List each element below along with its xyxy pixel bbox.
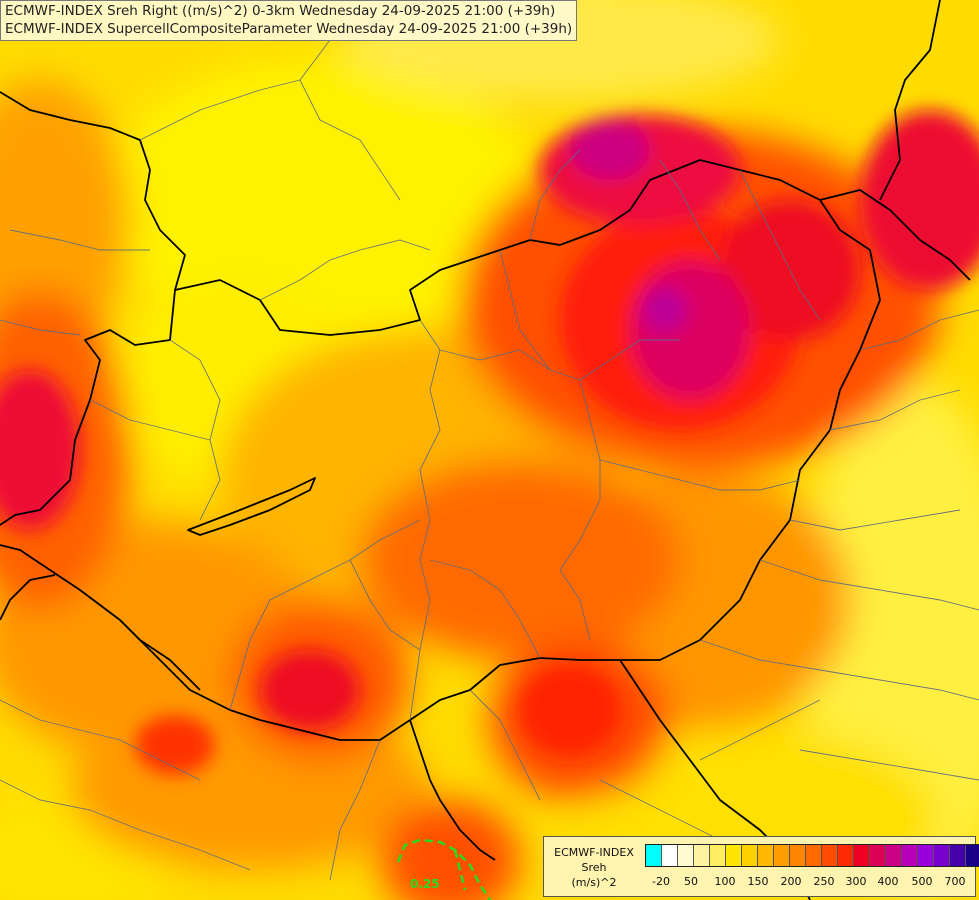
legend-swatches: [645, 844, 979, 867]
legend-swatch: [950, 845, 966, 866]
legend-swatch: [790, 845, 806, 866]
legend-swatch: [966, 845, 979, 866]
legend-model: ECMWF-INDEX: [554, 846, 634, 859]
legend-swatch: [902, 845, 918, 866]
map-title-sreh: ECMWF-INDEX Sreh Right ((m/s)^2) 0-3km W…: [5, 3, 556, 19]
legend-swatch: [934, 845, 950, 866]
legend-swatch: [710, 845, 726, 866]
legend-swatch: [758, 845, 774, 866]
legend-tick-label: 300: [845, 875, 867, 888]
legend-swatch: [886, 845, 902, 866]
legend-swatch: [726, 845, 742, 866]
legend-swatch: [742, 845, 758, 866]
legend-tick-label: 400: [877, 875, 899, 888]
legend-swatch: [646, 845, 662, 866]
legend-ticks: -20 50 100 150 200 250 300 400 500 700: [645, 875, 975, 889]
legend-swatch: [838, 845, 854, 866]
legend-swatch: [662, 845, 678, 866]
legend-unit: (m/s)^2: [571, 876, 617, 889]
legend-tick-label: 200: [780, 875, 802, 888]
legend-swatch: [678, 845, 694, 866]
legend-tick-label: 100: [714, 875, 736, 888]
map-title-box: ECMWF-INDEX Sreh Right ((m/s)^2) 0-3km W…: [0, 0, 578, 41]
legend-parameter: Sreh: [581, 861, 607, 874]
legend-swatch: [870, 845, 886, 866]
legend-swatch: [822, 845, 838, 866]
map-title-scp: ECMWF-INDEX SupercellCompositeParameter …: [5, 21, 573, 37]
legend-tick-label: 500: [911, 875, 933, 888]
legend-tick-label: 50: [684, 875, 698, 888]
legend-tick-label: 150: [747, 875, 769, 888]
legend-tick-label: -20: [652, 875, 670, 888]
legend-swatch: [694, 845, 710, 866]
legend-tick-label: 250: [813, 875, 835, 888]
legend-swatch: [774, 845, 790, 866]
legend-swatch: [854, 845, 870, 866]
contour-label: 0.25: [410, 877, 440, 891]
color-legend: ECMWF-INDEX Sreh (m/s)^2 -20 50 100 150 200 2…: [543, 836, 979, 897]
legend-label: ECMWF-INDEX Sreh (m/s)^2: [548, 845, 640, 890]
legend-swatch: [918, 845, 934, 866]
contour-025: [396, 838, 492, 900]
legend-tick-label: 700: [944, 875, 966, 888]
legend-swatch: [806, 845, 822, 866]
